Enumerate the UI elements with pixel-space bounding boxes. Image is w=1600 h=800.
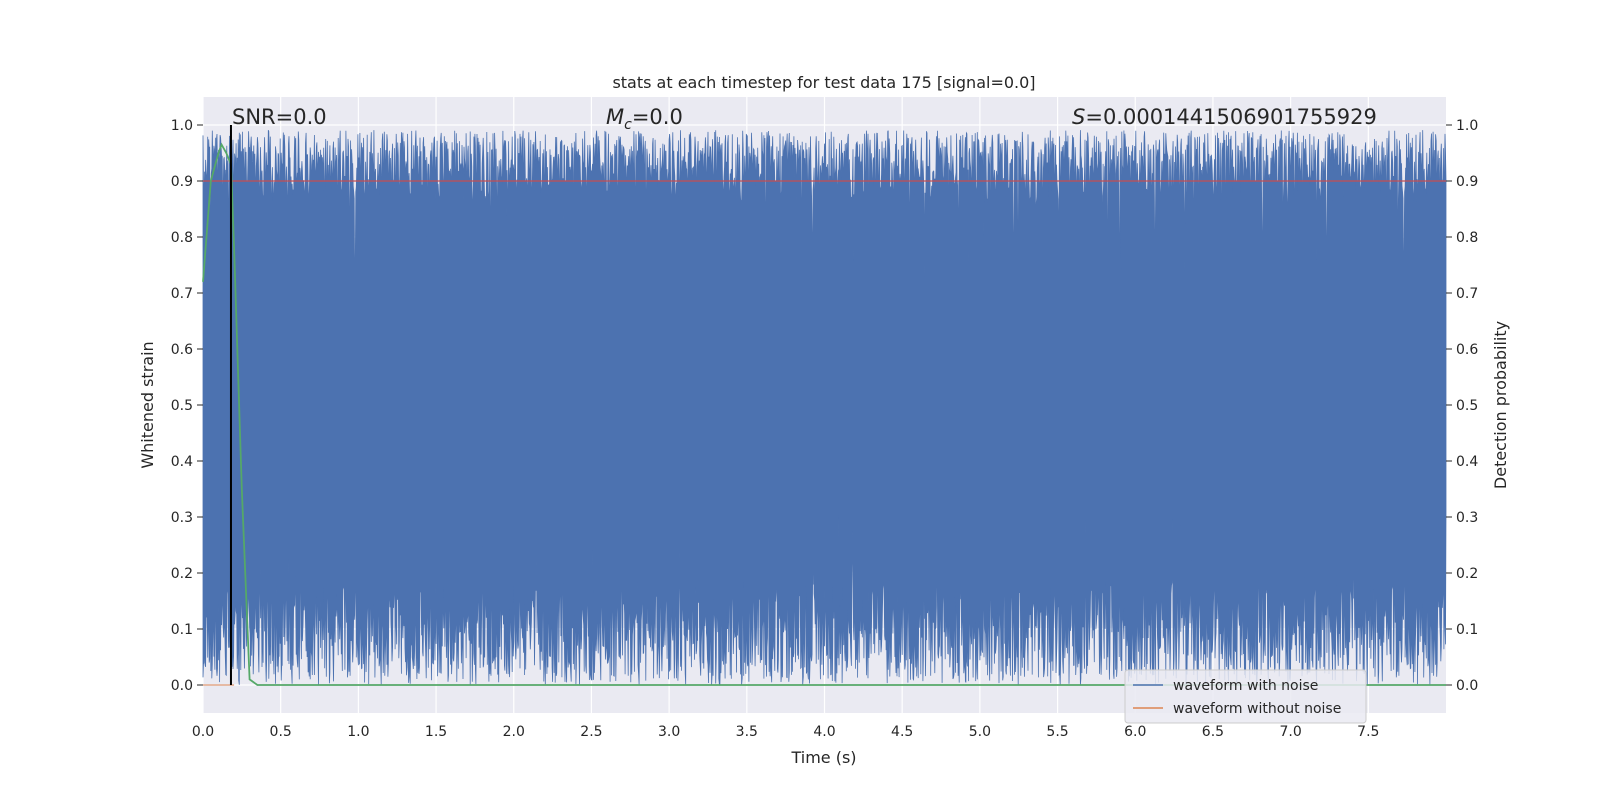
y-tick-label-left: 0.8 bbox=[171, 230, 193, 246]
legend-label-with-noise: waveform with noise bbox=[1173, 678, 1318, 694]
x-tick-label: 7.5 bbox=[1357, 724, 1379, 740]
x-tick-label: 0.5 bbox=[270, 724, 292, 740]
x-tick-label: 7.0 bbox=[1279, 724, 1301, 740]
x-tick-label: 1.0 bbox=[347, 724, 369, 740]
x-tick-label: 5.0 bbox=[969, 724, 991, 740]
series-waveform-with-noise bbox=[202, 129, 1447, 687]
y-axis-label-left: Whitened strain bbox=[138, 341, 157, 468]
chirp-mass-annotation: Mc=0.0 bbox=[606, 105, 683, 133]
s-annotation: S=0.0001441506901755929 bbox=[1072, 105, 1377, 129]
x-tick-label: 1.5 bbox=[425, 724, 447, 740]
s-symbol: S bbox=[1072, 105, 1085, 129]
chirp-mass-symbol: M bbox=[606, 105, 624, 129]
y-tick-label-right: 0.7 bbox=[1456, 286, 1478, 302]
y-tick-label-left: 1.0 bbox=[171, 118, 193, 134]
chirp-mass-value: =0.0 bbox=[632, 105, 683, 129]
s-value: =0.0001441506901755929 bbox=[1085, 105, 1377, 129]
x-tick-label: 0.0 bbox=[192, 724, 214, 740]
y-tick-label-right: 0.6 bbox=[1456, 342, 1478, 358]
y-tick-label-left: 0.3 bbox=[171, 510, 193, 526]
noise-band bbox=[202, 129, 1447, 687]
y-tick-label-right: 0.0 bbox=[1456, 678, 1478, 694]
y-tick-label-left: 0.2 bbox=[171, 566, 193, 582]
axes: 0.0 0.5 1.0 1.5 2.0 2.5 3.0 3.5 4.0 4.5 5.0 5.5 6.0 6… bbox=[171, 118, 1479, 740]
y-tick-label-left: 0.7 bbox=[171, 286, 193, 302]
y-tick-label-right: 0.1 bbox=[1456, 622, 1478, 638]
y-tick-label-right: 0.8 bbox=[1456, 230, 1478, 246]
x-tick-label: 3.5 bbox=[736, 724, 758, 740]
x-axis-label: Time (s) bbox=[790, 748, 856, 767]
y-tick-label-left: 0.1 bbox=[171, 622, 193, 638]
series-detection-probability bbox=[202, 142, 1446, 686]
y-tick-label-left: 0.6 bbox=[171, 342, 193, 358]
y-axis-label-right: Detection probability bbox=[1491, 321, 1510, 489]
x-tick-label: 2.0 bbox=[503, 724, 525, 740]
y-tick-label-left: 0.4 bbox=[171, 454, 193, 470]
chirp-mass-subscript: c bbox=[624, 117, 632, 133]
y-tick-label-right: 0.4 bbox=[1456, 454, 1478, 470]
x-tick-label: 4.5 bbox=[891, 724, 913, 740]
snr-annotation: SNR=0.0 bbox=[232, 105, 327, 129]
legend-box bbox=[1124, 669, 1367, 724]
y-tick-label-right: 0.5 bbox=[1456, 398, 1478, 414]
x-tick-label: 5.5 bbox=[1046, 724, 1068, 740]
x-tick-label: 3.0 bbox=[658, 724, 680, 740]
y-tick-label-left: 0.9 bbox=[171, 174, 193, 190]
x-tick-label: 4.0 bbox=[813, 724, 835, 740]
chart-title: stats at each timestep for test data 175… bbox=[612, 73, 1035, 92]
y-tick-label-left: 0.5 bbox=[171, 398, 193, 414]
x-tick-label: 6.0 bbox=[1124, 724, 1146, 740]
legend-label-without-noise: waveform without noise bbox=[1173, 701, 1341, 717]
y-tick-label-left: 0.0 bbox=[171, 678, 193, 694]
detection-probability-line bbox=[202, 142, 1446, 686]
x-tick-label: 2.5 bbox=[580, 724, 602, 740]
y-tick-label-right: 0.2 bbox=[1456, 566, 1478, 582]
legend: waveform with noise waveform without noi… bbox=[1124, 669, 1367, 724]
y-tick-label-right: 1.0 bbox=[1456, 118, 1478, 134]
y-tick-label-right: 0.9 bbox=[1456, 174, 1478, 190]
x-tick-label: 6.5 bbox=[1202, 724, 1224, 740]
y-tick-label-right: 0.3 bbox=[1456, 510, 1478, 526]
